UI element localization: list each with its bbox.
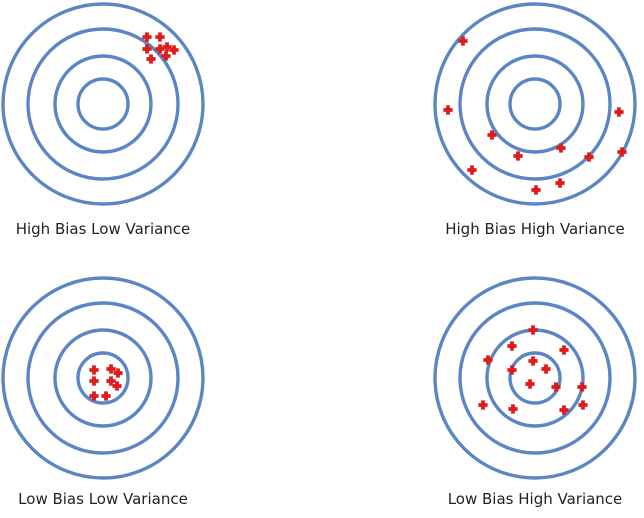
target-high-bias-low-variance <box>1 2 205 206</box>
hit-marker-icon <box>467 165 477 175</box>
target-low-bias-low-variance <box>1 276 205 480</box>
target-ring-1 <box>433 276 637 480</box>
caption-high-bias-high-variance: High Bias High Variance <box>445 220 625 238</box>
target-ring-1 <box>1 276 205 480</box>
target-low-bias-high-variance <box>433 276 637 480</box>
caption-low-bias-low-variance: Low Bias Low Variance <box>18 490 188 508</box>
hit-marker-icon <box>146 54 156 64</box>
target-ring-3 <box>53 328 153 428</box>
hit-marker-icon <box>551 382 561 392</box>
hit-marker-icon <box>617 147 627 157</box>
target-ring-4 <box>76 77 130 131</box>
hit-marker-icon <box>578 400 588 410</box>
hit-marker-icon <box>155 32 165 42</box>
hit-marker-icon <box>508 404 518 414</box>
target-ring-1 <box>433 2 637 206</box>
hit-marker-icon <box>584 152 594 162</box>
hit-marker-icon <box>142 32 152 42</box>
hit-marker-icon <box>507 365 517 375</box>
target-ring-4 <box>76 351 130 405</box>
hit-marker-icon <box>559 345 569 355</box>
target-ring-4 <box>508 77 562 131</box>
hit-marker-icon <box>528 325 538 335</box>
hit-marker-icon <box>556 143 566 153</box>
hit-marker-icon <box>113 368 123 378</box>
hit-marker-icon <box>577 382 587 392</box>
target-ring-3 <box>53 54 153 154</box>
hit-marker-icon <box>89 391 99 401</box>
hit-marker-icon <box>106 364 116 374</box>
target-high-bias-high-variance <box>433 2 637 206</box>
hit-marker-icon <box>161 51 171 61</box>
caption-low-bias-high-variance: Low Bias High Variance <box>447 490 623 508</box>
hit-marker-icon <box>525 379 535 389</box>
hit-marker-icon <box>162 42 172 52</box>
hit-marker-icon <box>559 405 569 415</box>
target-ring-2 <box>458 301 612 455</box>
hit-marker-icon <box>112 381 122 391</box>
hit-marker-icon <box>169 45 179 55</box>
target-ring-3 <box>485 54 585 154</box>
hit-marker-icon <box>513 151 523 161</box>
hit-marker-icon <box>458 36 468 46</box>
caption-high-bias-low-variance: High Bias Low Variance <box>15 220 191 238</box>
target-ring-2 <box>458 27 612 181</box>
hit-marker-icon <box>443 105 453 115</box>
hit-marker-icon <box>106 376 116 386</box>
hit-marker-icon <box>101 391 111 401</box>
hit-marker-icon <box>89 365 99 375</box>
hit-marker-icon <box>478 400 488 410</box>
hit-marker-icon <box>155 44 165 54</box>
target-ring-1 <box>1 2 205 206</box>
target-ring-2 <box>26 301 180 455</box>
hit-marker-icon <box>531 185 541 195</box>
hit-marker-icon <box>483 355 493 365</box>
hit-marker-icon <box>487 130 497 140</box>
target-ring-4 <box>508 351 562 405</box>
hit-marker-icon <box>541 364 551 374</box>
hit-marker-icon <box>528 356 538 366</box>
hit-marker-icon <box>614 107 624 117</box>
hit-marker-icon <box>142 44 152 54</box>
target-ring-2 <box>26 27 180 181</box>
hit-marker-icon <box>555 178 565 188</box>
hit-marker-icon <box>507 341 517 351</box>
hit-marker-icon <box>89 376 99 386</box>
